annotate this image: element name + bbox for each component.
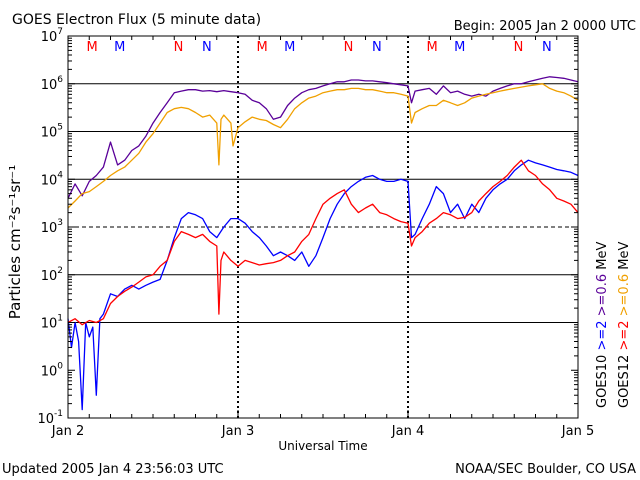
y-tick-label: 105 — [41, 123, 63, 141]
legend-entry: >=2 — [595, 320, 610, 350]
series-line — [67, 76, 579, 199]
y-tick-label: 106 — [41, 75, 64, 93]
mn-marker: N — [514, 40, 524, 55]
chart-title: GOES Electron Flux (5 minute data) — [12, 12, 261, 28]
legend-group: GOES12 >=2 >=0.6 MeV — [617, 242, 632, 408]
series-line — [67, 83, 579, 209]
x-axis-label: Universal Time — [278, 439, 367, 453]
y-tick-label: 101 — [41, 314, 63, 332]
mn-marker: M — [114, 40, 125, 55]
mn-marker: M — [284, 40, 295, 55]
legend-entry: MeV — [595, 242, 610, 274]
source-credit: NOAA/SEC Boulder, CO USA — [455, 462, 636, 477]
mn-marker: M — [256, 40, 267, 55]
mn-marker: N — [372, 40, 382, 55]
mn-marker: N — [174, 40, 184, 55]
mn-marker: N — [542, 40, 552, 55]
updated-time: Updated 2005 Jan 4 23:56:03 UTC — [2, 462, 224, 477]
legend-entry: >=0.6 — [595, 274, 610, 321]
y-tick-label: 100 — [41, 361, 64, 379]
x-tick-label: Jan 4 — [391, 424, 424, 439]
y-axis-label: Particles cm⁻²s⁻¹sr⁻¹ — [6, 165, 24, 319]
legend-entry: >=0.6 — [617, 274, 632, 321]
mn-marker: N — [344, 40, 354, 55]
y-tick-label: 102 — [41, 266, 63, 284]
y-tick-label: 104 — [41, 170, 64, 188]
y-tick-label: 103 — [41, 218, 63, 236]
legend-entry: >=2 — [617, 320, 632, 350]
series-line — [67, 159, 579, 411]
legend-satellite-label: GOES12 — [617, 351, 632, 408]
legend-satellite-label: GOES10 — [595, 351, 610, 408]
x-tick-label: Jan 3 — [221, 424, 254, 439]
mn-marker: M — [86, 40, 97, 55]
mn-marker: N — [202, 40, 212, 55]
mn-marker: M — [454, 40, 465, 55]
x-tick-label: Jan 5 — [561, 424, 594, 439]
axis-ticks: 10-1 100 101 102 103 104 105 106 107 Jan 2 Jan 3 Ja… — [37, 27, 594, 439]
mn-marker: M — [426, 40, 437, 55]
y-tick-label: 107 — [41, 27, 63, 45]
series-line — [67, 159, 579, 326]
x-tick-label: Jan 2 — [51, 424, 84, 439]
begin-time: Begin: 2005 Jan 2 0000 UTC — [454, 19, 636, 34]
y-tick-label: 10-1 — [37, 409, 63, 427]
series-lines — [67, 76, 579, 411]
legend-group: GOES10 >=2 >=0.6 MeV — [595, 242, 610, 408]
legend-entry: MeV — [617, 242, 632, 274]
